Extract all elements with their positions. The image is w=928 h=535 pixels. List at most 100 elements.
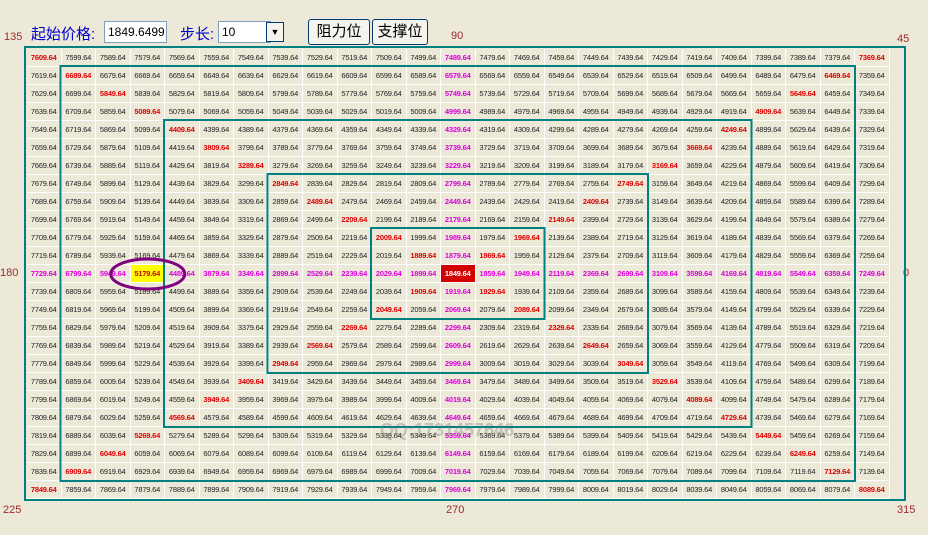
grid-cell: 5229.64: [130, 355, 164, 372]
grid-cell: 5269.64: [130, 427, 164, 444]
grid-cell: 4069.64: [613, 391, 647, 408]
grid-cell: 2599.64: [406, 337, 440, 354]
grid-cell: 4439.64: [165, 175, 199, 192]
start-price-input[interactable]: 1849.6499: [104, 21, 167, 43]
grid-cell: 5379.64: [510, 427, 544, 444]
angle-label: 315: [897, 504, 916, 516]
grid-cell: 4879.64: [751, 157, 785, 174]
grid-cell: 2499.64: [303, 211, 337, 228]
grid-cell: 3859.64: [199, 229, 233, 246]
grid-cell: 4599.64: [268, 409, 302, 426]
grid-cell: 7719.64: [27, 247, 61, 264]
grid-cell: 5559.64: [786, 247, 820, 264]
grid-cell: 6719.64: [61, 121, 95, 138]
grid-cell: 5279.64: [165, 427, 199, 444]
grid-cell: 7949.64: [372, 481, 406, 498]
resistance-button[interactable]: 阻力位: [308, 19, 370, 45]
grid-cell: 7529.64: [303, 49, 337, 66]
grid-cell: 2209.64: [337, 211, 371, 228]
grid-cell: 2239.64: [337, 265, 371, 282]
grid-cell: 3139.64: [648, 211, 682, 228]
grid-cell: 2899.64: [268, 265, 302, 282]
grid-cell: 2119.64: [544, 265, 578, 282]
grid-cell: 7069.64: [613, 463, 647, 480]
grid-cell: 5569.64: [786, 229, 820, 246]
grid-cell: 7639.64: [27, 103, 61, 120]
grid-cell: 5739.64: [475, 85, 509, 102]
grid-cell: 3339.64: [234, 247, 268, 264]
grid-cell: 3079.64: [648, 319, 682, 336]
grid-cell: 5929.64: [96, 229, 130, 246]
grid-cell: 3209.64: [510, 157, 544, 174]
grid-cell: 1969.64: [510, 229, 544, 246]
grid-cell: 4119.64: [717, 355, 751, 372]
grid-cell: 5679.64: [682, 85, 716, 102]
grid-cell: 4479.64: [165, 247, 199, 264]
grid-cell: 2319.64: [510, 319, 544, 336]
grid-cell: 4089.64: [682, 391, 716, 408]
grid-cell: 7629.64: [27, 85, 61, 102]
grid-cell: 6429.64: [820, 139, 854, 156]
grid-cell: 6079.64: [199, 445, 233, 462]
grid-cell: 4099.64: [717, 391, 751, 408]
grid-cell: 6899.64: [61, 445, 95, 462]
grid-cell: 3629.64: [682, 211, 716, 228]
grid-cell: 6549.64: [544, 67, 578, 84]
step-dropdown-arrow[interactable]: ▼: [266, 22, 284, 42]
grid-cell: 5609.64: [786, 157, 820, 174]
grid-cell: 2679.64: [613, 301, 647, 318]
grid-cell: 7779.64: [27, 355, 61, 372]
grid-cell: 4799.64: [751, 301, 785, 318]
grid-cell: 3689.64: [613, 139, 647, 156]
grid-cell: 5889.64: [96, 157, 130, 174]
grid-cell: 6099.64: [268, 445, 302, 462]
grid-cell: 2449.64: [441, 193, 475, 210]
grid-cell: 7939.64: [337, 481, 371, 498]
grid-cell: 4749.64: [751, 391, 785, 408]
grid-cell: 3569.64: [682, 319, 716, 336]
grid-cell: 4669.64: [510, 409, 544, 426]
grid-cell: 3489.64: [510, 373, 544, 390]
grid-cell: 4189.64: [717, 229, 751, 246]
grid-cell: 6909.64: [61, 463, 95, 480]
grid-cell: 2159.64: [510, 211, 544, 228]
grid-cell: 6259.64: [820, 445, 854, 462]
grid-cell: 3749.64: [406, 139, 440, 156]
grid-cell: 4139.64: [717, 319, 751, 336]
grid-cell: 6859.64: [61, 373, 95, 390]
grid-cell: 3609.64: [682, 247, 716, 264]
grid-cell: 3289.64: [234, 157, 268, 174]
grid-cell: 1959.64: [510, 247, 544, 264]
grid-cell: 1919.64: [441, 283, 475, 300]
grid-cell: 2999.64: [441, 355, 475, 372]
grid-cell: 7839.64: [27, 463, 61, 480]
grid-cell: 7739.64: [27, 283, 61, 300]
grid-cell: 2199.64: [372, 211, 406, 228]
grid-cell: 4519.64: [165, 319, 199, 336]
grid-cell: 4579.64: [199, 409, 233, 426]
grid-cell: 2659.64: [613, 337, 647, 354]
grid-cell: 2929.64: [268, 319, 302, 336]
grid-cell: 6749.64: [61, 175, 95, 192]
grid-cell: 7909.64: [234, 481, 268, 498]
step-select[interactable]: 10: [218, 21, 271, 43]
grid-cell: 4779.64: [751, 337, 785, 354]
grid-cell: 3819.64: [199, 157, 233, 174]
grid-cell: 3599.64: [682, 265, 716, 282]
grid-cell: 2219.64: [337, 229, 371, 246]
grid-cell: 6869.64: [61, 391, 95, 408]
grid-cell: 6059.64: [130, 445, 164, 462]
grid-cell: 7609.64: [27, 49, 61, 66]
grid-cell: 7709.64: [27, 229, 61, 246]
grid-cell: 7509.64: [372, 49, 406, 66]
support-button[interactable]: 支撑位: [372, 19, 428, 45]
grid-cell: 3249.64: [372, 157, 406, 174]
grid-cell: 5719.64: [544, 85, 578, 102]
grid-cell: 6659.64: [165, 67, 199, 84]
grid-cell: 5389.64: [544, 427, 578, 444]
grid-cell: 2229.64: [337, 247, 371, 264]
grid-cell: 4609.64: [303, 409, 337, 426]
grid-cell: 5709.64: [579, 85, 613, 102]
grid-cell: 5949.64: [96, 265, 130, 282]
grid-cell: 6669.64: [130, 67, 164, 84]
